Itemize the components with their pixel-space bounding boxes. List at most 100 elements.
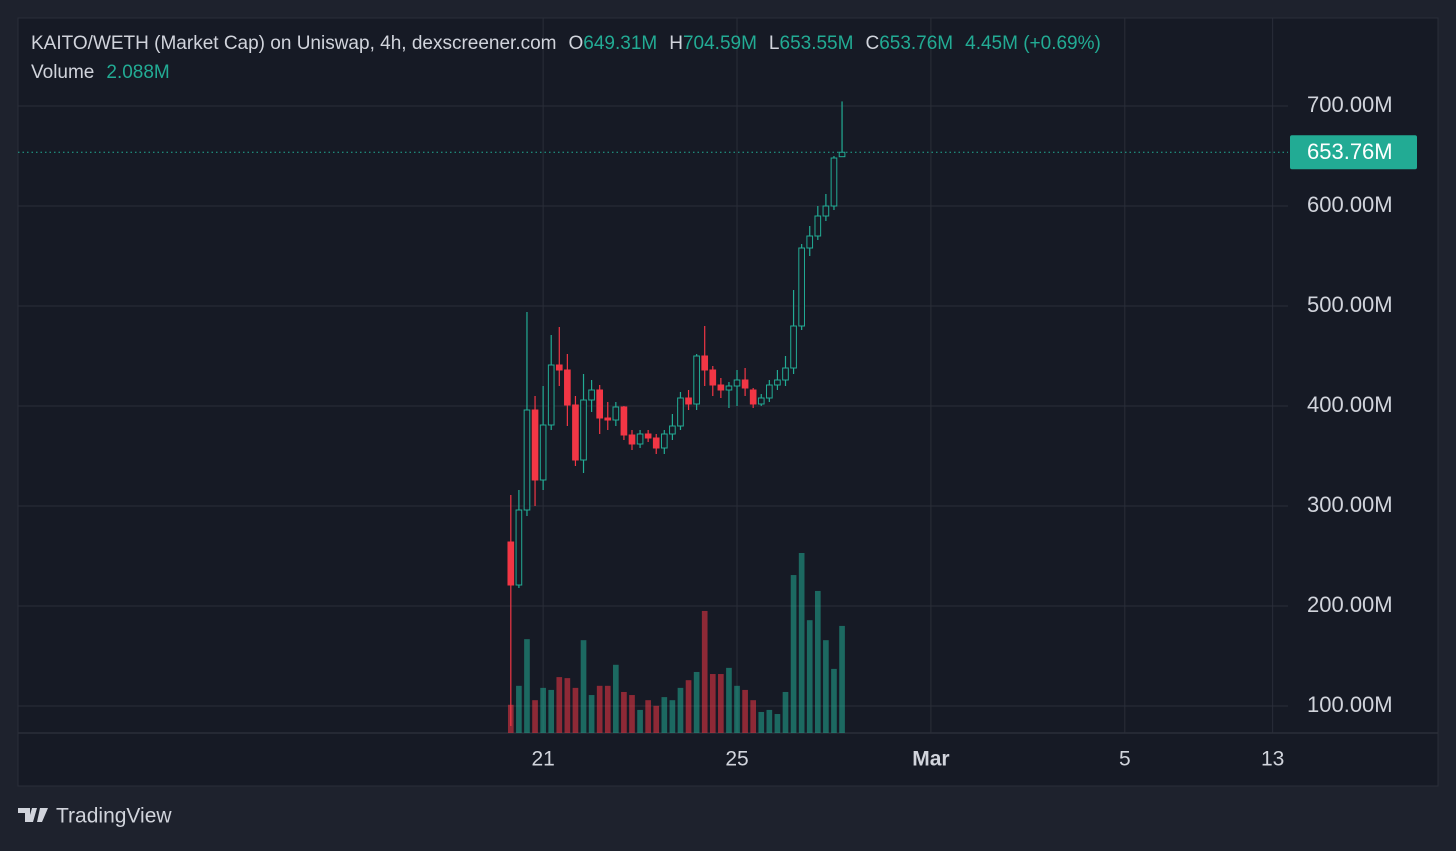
- volume-bar: [540, 687, 546, 733]
- volume-bar: [637, 709, 643, 733]
- x-tick-label: Mar: [912, 748, 949, 771]
- y-tick-label: 300.00M: [1307, 492, 1393, 517]
- candle-body: [766, 384, 773, 399]
- last-price-tag: [1290, 135, 1417, 170]
- y-tick-label: 400.00M: [1307, 392, 1393, 417]
- grid: [18, 18, 1288, 733]
- candle-body: [596, 389, 604, 419]
- candle-body: [555, 364, 563, 371]
- y-tick-label: 600.00M: [1307, 192, 1393, 217]
- volume-bar: [572, 687, 579, 733]
- volume-bar: [831, 668, 837, 733]
- volume-value: 2.088M: [106, 62, 169, 83]
- candle-body: [515, 509, 523, 586]
- last-price-label: 653.76M: [1307, 139, 1393, 164]
- volume-bar: [798, 553, 805, 733]
- legend-value: 653.76M: [879, 33, 953, 54]
- volume-bar: [701, 610, 708, 733]
- volume-bar: [790, 575, 797, 733]
- brand-logo: TradingView: [18, 805, 172, 828]
- candle-body: [604, 417, 612, 421]
- volume-bar: [621, 691, 627, 733]
- volume-bar: [604, 685, 611, 733]
- candle-body: [749, 389, 757, 405]
- candle-body: [669, 425, 676, 435]
- candle-body: [822, 205, 830, 217]
- volume-bar: [839, 625, 845, 733]
- volume-bar: [629, 695, 635, 733]
- candle-body: [806, 235, 814, 249]
- legend-value: 653.55M: [780, 33, 854, 54]
- candle-body: [733, 379, 741, 387]
- volume-bar: [669, 700, 676, 733]
- volume-bar: [613, 664, 619, 733]
- x-tick-label: 13: [1261, 748, 1284, 771]
- volume-bar: [532, 700, 538, 733]
- volume-bar: [580, 640, 587, 733]
- candle-body: [628, 434, 636, 445]
- candle-body: [588, 389, 595, 401]
- candle-body: [741, 379, 749, 389]
- volume-bar: [814, 590, 821, 733]
- candle-body: [685, 397, 692, 405]
- x-tick-label: 21: [531, 748, 554, 771]
- x-tick-label: 5: [1119, 748, 1131, 771]
- brand-name: TradingView: [56, 805, 172, 828]
- candle-body: [798, 247, 805, 327]
- candle-body: [814, 215, 822, 237]
- volume-bar: [693, 671, 700, 733]
- candle-body: [644, 433, 652, 439]
- candle-body: [507, 541, 515, 586]
- panel: [17, 17, 1439, 787]
- volume-bar: [782, 691, 789, 733]
- volume-bar: [564, 678, 571, 733]
- volume-bar: [766, 709, 773, 733]
- y-tick-label: 500.00M: [1307, 292, 1393, 317]
- y-tick-label: 200.00M: [1307, 592, 1393, 617]
- x-tick-label: 25: [725, 748, 748, 771]
- legend-key: H: [669, 33, 683, 54]
- volume-bar: [726, 667, 732, 733]
- candle-body: [636, 433, 644, 445]
- candle-body: [531, 409, 539, 481]
- candle-body: [523, 409, 531, 511]
- candle-body: [725, 385, 733, 391]
- candle-layer: [507, 101, 846, 726]
- legend-value: 649.31M: [583, 33, 657, 54]
- volume-bar: [806, 620, 813, 733]
- candle-body: [701, 355, 709, 371]
- axis-labels: 100.00M 200.00M 300.00M 400.00M 500.00M 600.0…: [531, 92, 1417, 771]
- candle-body: [717, 384, 725, 391]
- volume-bar: [685, 680, 692, 733]
- volume-bar: [718, 674, 724, 733]
- candle-body: [620, 406, 628, 436]
- title: KAITO/WETH (Market Cap) on Uniswap, 4h, …: [31, 33, 557, 54]
- candle-body: [774, 379, 781, 386]
- candle-body: [782, 367, 789, 381]
- candle-body: [757, 397, 765, 405]
- legend-key: O: [569, 33, 584, 54]
- legend-key: C: [865, 33, 879, 54]
- candle-body: [838, 151, 846, 158]
- volume-bar: [734, 685, 740, 733]
- volume-bar: [596, 685, 603, 733]
- volume-bar: [661, 697, 668, 733]
- volume-bar: [524, 639, 530, 733]
- candle-body: [572, 404, 579, 461]
- volume-layer: [507, 553, 845, 733]
- candle-body: [830, 157, 838, 207]
- candle-body: [652, 437, 660, 449]
- volume-bar: [653, 705, 660, 733]
- legend-key: L: [769, 33, 780, 54]
- volume-bar: [548, 689, 555, 733]
- volume-bar: [556, 677, 563, 733]
- volume-bar: [823, 640, 829, 733]
- candle-body: [564, 369, 571, 406]
- volume-bar: [774, 714, 781, 733]
- candle-body: [612, 406, 620, 421]
- candle-body: [709, 369, 717, 386]
- y-tick-label: 100.00M: [1307, 692, 1393, 717]
- candle-body: [790, 325, 797, 369]
